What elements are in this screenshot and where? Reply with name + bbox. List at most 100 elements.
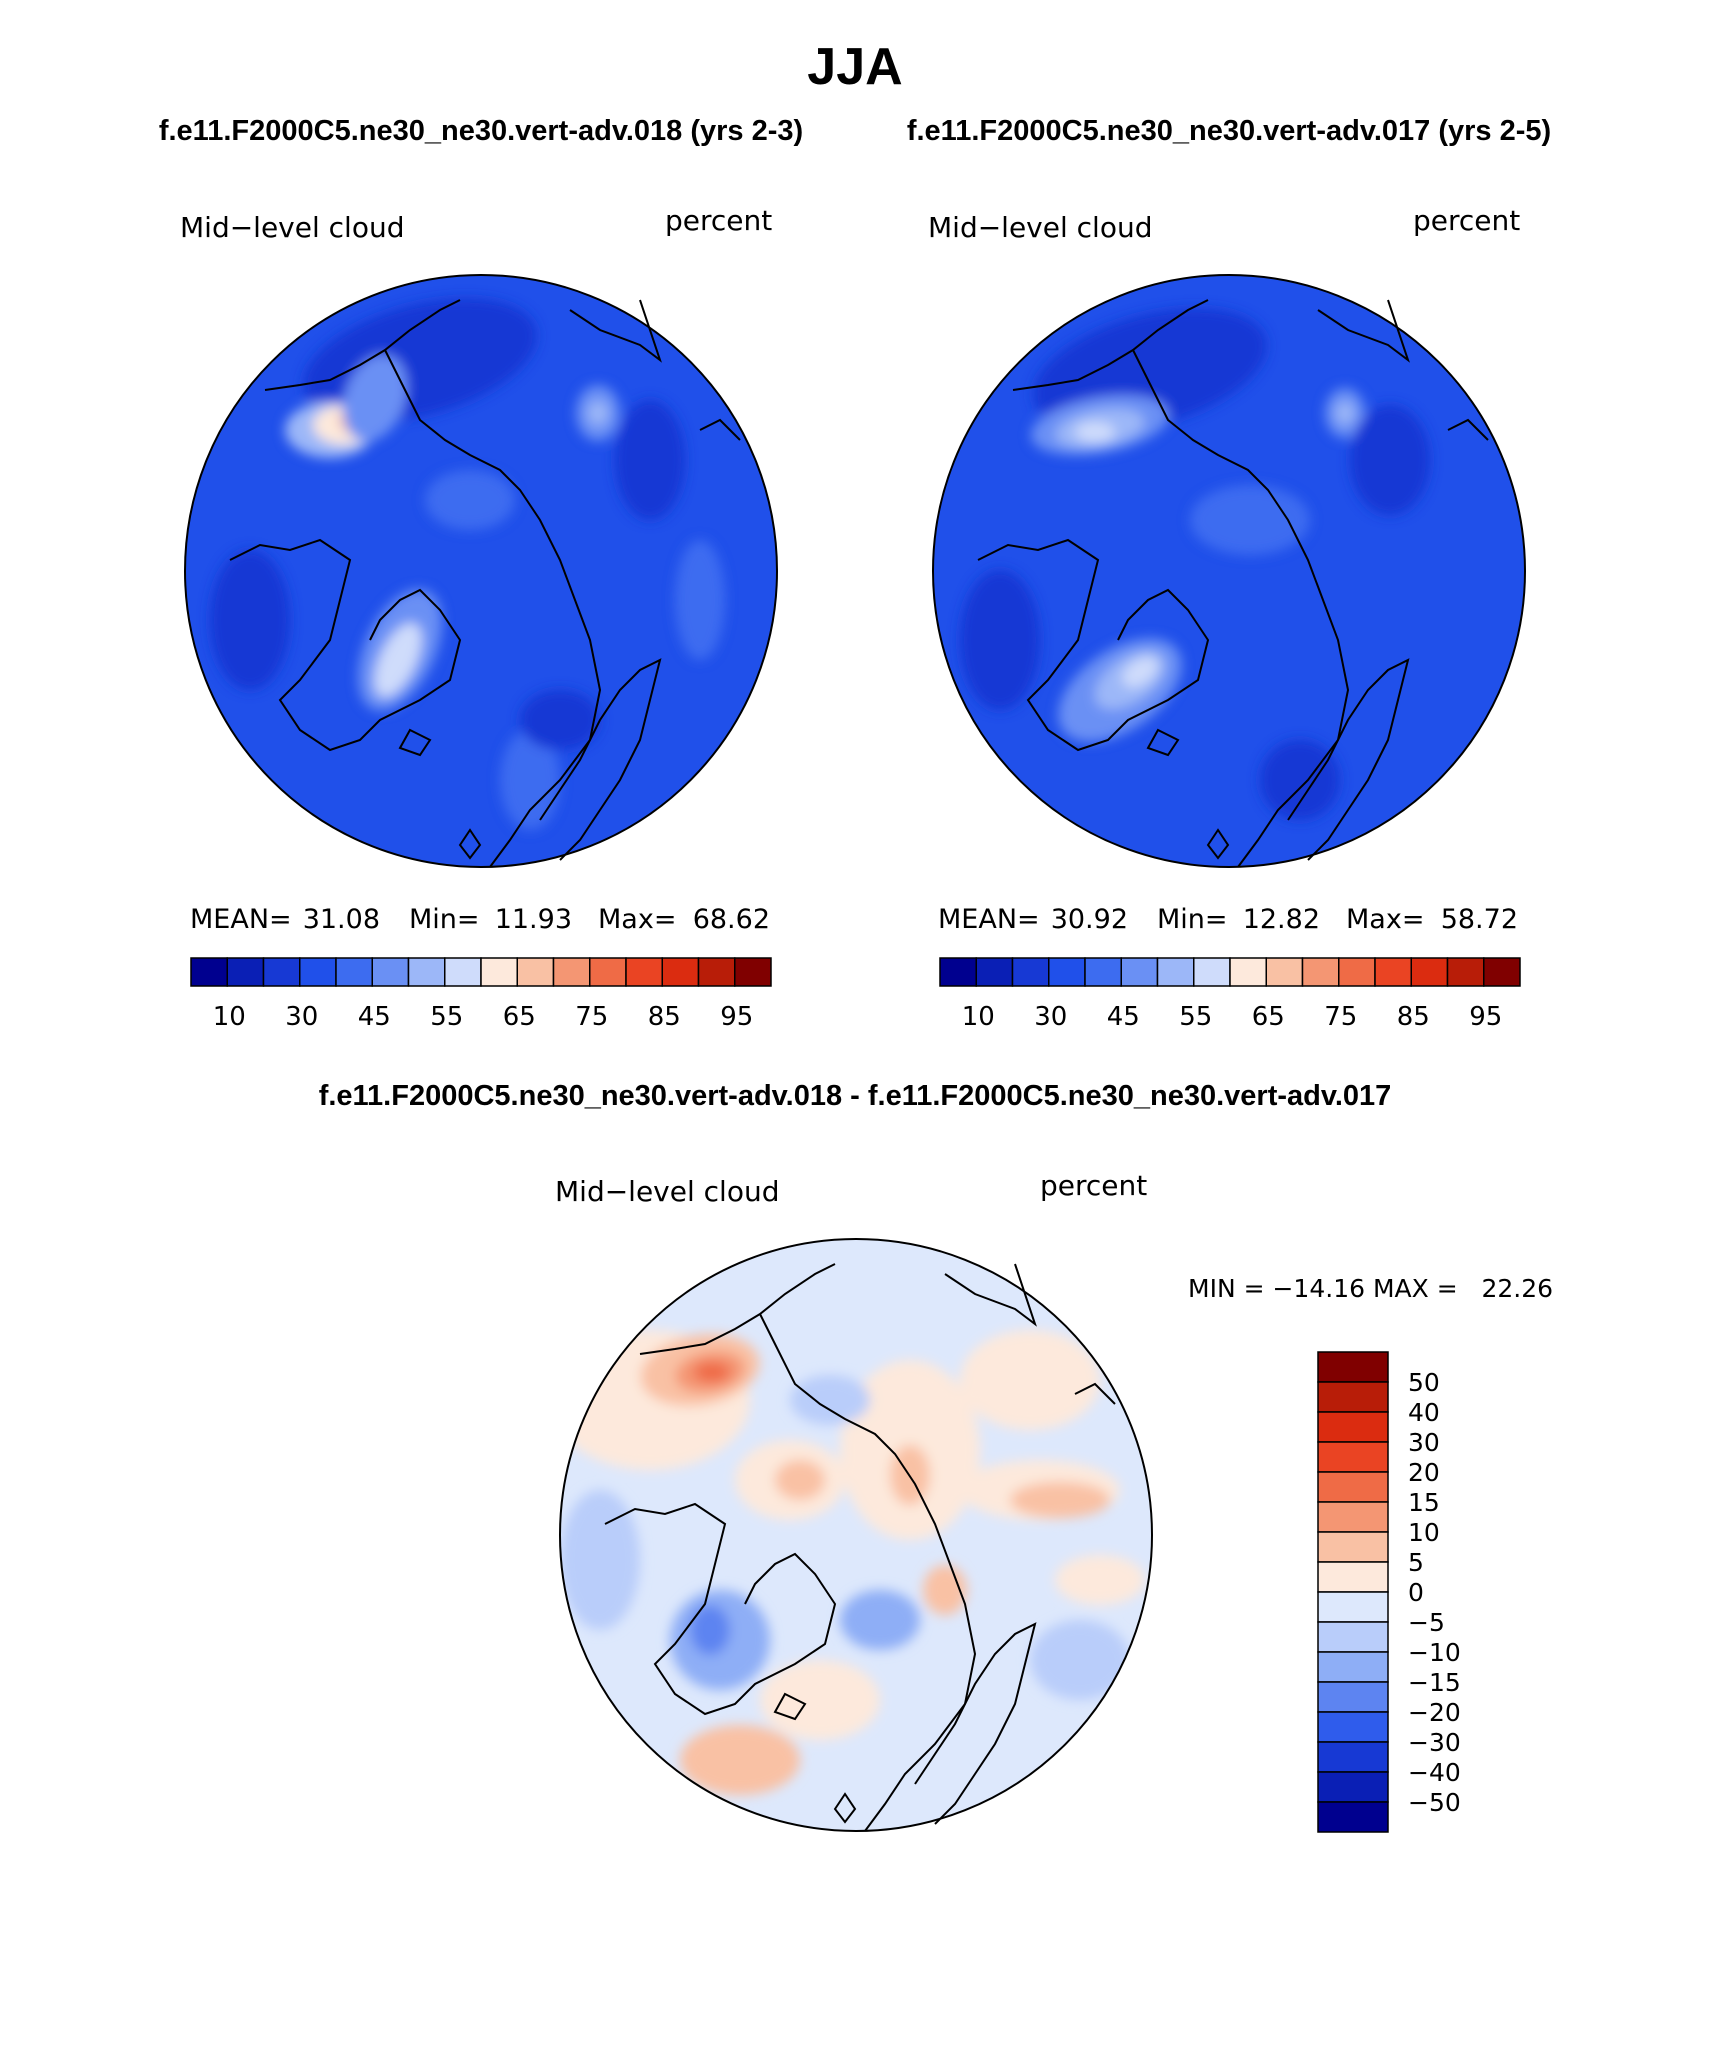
min-value: 11.93 <box>495 904 572 935</box>
colorbar-swatch <box>1317 1801 1389 1833</box>
colorbar-swatch <box>1410 957 1449 987</box>
coastlines <box>229 299 741 868</box>
map-field <box>560 1239 1152 1831</box>
variable-label: Mid−level cloud <box>928 211 1152 244</box>
colorbar-swatch <box>1317 1621 1389 1653</box>
page-title: JJA <box>807 38 902 96</box>
colorbar-swatch <box>262 957 301 987</box>
colorbar-swatch <box>589 957 627 987</box>
colorbar-tick-label: 65 <box>1252 1002 1285 1032</box>
max-label: Max= <box>598 904 676 935</box>
colorbar-swatch <box>1317 1531 1389 1563</box>
mean-label: MEAN= <box>938 904 1040 935</box>
variable-label: Mid−level cloud <box>555 1175 779 1208</box>
colorbar-tick-label: 55 <box>1179 1002 1212 1032</box>
colorbar-swatch <box>734 957 772 987</box>
colorbar-tick-label: 50 <box>1408 1368 1440 1397</box>
map-background <box>560 1239 1152 1831</box>
mean-value: 30.92 <box>1051 904 1128 935</box>
colorbar-swatch <box>661 957 700 987</box>
colorbar-swatch <box>226 957 265 987</box>
map-field <box>933 275 1525 867</box>
colorbar-swatch <box>1048 957 1086 987</box>
colorbar-swatch <box>625 957 663 987</box>
colorbar-swatch <box>1317 1681 1389 1713</box>
colorbar-tick-label: 20 <box>1408 1458 1440 1487</box>
colorbar-tick-label: 10 <box>1408 1518 1440 1547</box>
colorbar-tick-label: 5 <box>1408 1548 1424 1577</box>
subtitle-left: f.e11.F2000C5.ne30_ne30.vert-adv.018 (yr… <box>159 115 803 147</box>
max-label: Max= <box>1346 904 1424 935</box>
stats-row: MEAN= 30.92 Min= 12.82 Max= 58.72 <box>938 904 1518 935</box>
colorbar-swatch <box>1120 957 1159 987</box>
colorbar-tick-label: −20 <box>1408 1698 1461 1727</box>
colorbar-swatch <box>1317 1591 1389 1623</box>
colorbar-swatch <box>1317 1651 1389 1683</box>
colorbar-right: 10 30 45 55 65 75 85 95 <box>939 957 1521 1032</box>
coastlines <box>977 299 1489 868</box>
units-label: percent <box>1413 204 1520 237</box>
min-label: Min= <box>409 904 480 935</box>
colorbar-swatch <box>407 957 446 987</box>
colorbar-swatch <box>1011 957 1050 987</box>
colorbar-tick-label: 45 <box>358 1002 391 1032</box>
colorbar-swatch <box>1301 957 1340 987</box>
colorbar-tick-label: 30 <box>285 1002 318 1032</box>
colorbar-tick-label: −10 <box>1408 1638 1461 1667</box>
colorbar-tick-label: 10 <box>213 1002 246 1032</box>
colorbar-left: 10 30 45 55 65 75 85 95 <box>190 957 772 1032</box>
colorbar-swatch <box>1265 957 1304 987</box>
colorbar-swatch <box>516 957 555 987</box>
field-blobs <box>560 1330 1145 1795</box>
field-blobs <box>210 298 725 830</box>
colorbar-tick-label: 85 <box>1397 1002 1430 1032</box>
colorbar-tick-label: 10 <box>962 1002 995 1032</box>
colorbar-tick-label: 75 <box>575 1002 608 1032</box>
diff-title: f.e11.F2000C5.ne30_ne30.vert-adv.018 - f… <box>319 1080 1392 1112</box>
mean-label: MEAN= <box>190 904 292 935</box>
stats-text: MIN = −14.16 MAX = 22.26 <box>1188 1274 1553 1303</box>
panel-diff: Mid−level cloud percent MIN = −14.16 MAX… <box>555 1169 1553 1833</box>
colorbar-swatch <box>1317 1351 1389 1383</box>
colorbar-tick-label: −50 <box>1408 1788 1461 1817</box>
colorbar-swatch <box>1483 957 1521 987</box>
colorbar-swatch <box>1317 1471 1389 1503</box>
colorbar-swatch <box>1084 957 1122 987</box>
panel-right: Mid−level cloud percent <box>928 204 1526 1032</box>
colorbar-tick-label: 0 <box>1408 1578 1424 1607</box>
colorbar-tick-label: −40 <box>1408 1758 1461 1787</box>
mean-value: 31.08 <box>303 904 380 935</box>
colorbar-swatch <box>1156 957 1195 987</box>
units-label: percent <box>1040 1169 1147 1202</box>
colorbar-swatch <box>1317 1441 1389 1473</box>
colorbar-swatch <box>1317 1741 1389 1773</box>
colorbar-tick-label: 55 <box>430 1002 463 1032</box>
colorbar-swatch <box>975 957 1014 987</box>
colorbar-swatch <box>1317 1771 1389 1803</box>
colorbar-swatch <box>1374 957 1412 987</box>
colorbar-swatch <box>480 957 518 987</box>
colorbar-tick-label: 30 <box>1408 1428 1440 1457</box>
colorbar-tick-label: −30 <box>1408 1728 1461 1757</box>
colorbar-tick-label: 85 <box>648 1002 681 1032</box>
colorbar-swatch <box>1317 1561 1389 1593</box>
map-field <box>185 275 777 867</box>
colorbar-tick-label: 30 <box>1034 1002 1067 1032</box>
colorbar-swatch <box>697 957 736 987</box>
colorbar-tick-label: 45 <box>1107 1002 1140 1032</box>
colorbar-tick-label: −5 <box>1408 1608 1445 1637</box>
colorbar-tick-label: −15 <box>1408 1668 1461 1697</box>
coastlines <box>604 1263 1116 1832</box>
colorbar-swatch <box>1193 957 1231 987</box>
colorbar-swatch <box>939 957 977 987</box>
colorbar-tick-label: 15 <box>1408 1488 1440 1517</box>
map-boundary <box>932 274 1526 868</box>
units-label: percent <box>665 204 772 237</box>
subtitle-right: f.e11.F2000C5.ne30_ne30.vert-adv.017 (yr… <box>907 115 1551 147</box>
colorbar-swatch <box>1317 1381 1389 1413</box>
colorbar-swatch <box>1446 957 1485 987</box>
colorbar-tick-label: 40 <box>1408 1398 1440 1427</box>
colorbar-tick-label: 95 <box>720 1002 753 1032</box>
